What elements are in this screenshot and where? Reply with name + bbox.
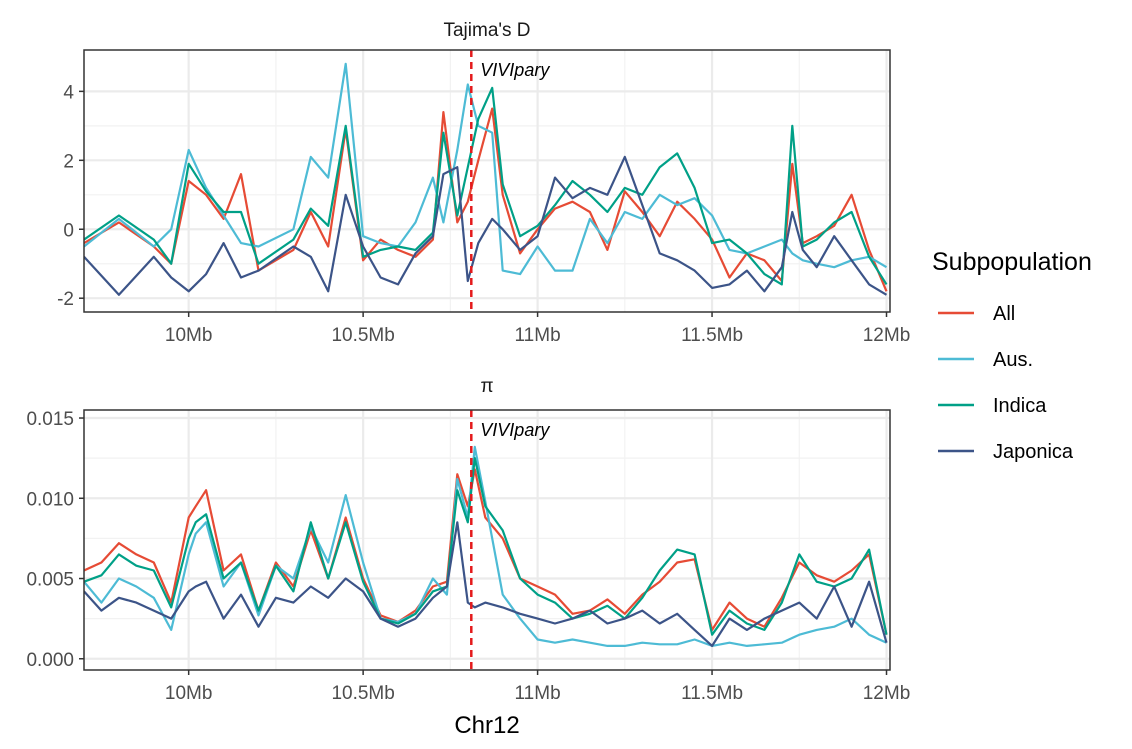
panel-pi: VIVIpary π 0.000 0.005 0.010 0.015 10Mb 10.5Mb 1… xyxy=(26,376,910,704)
x-tick-label: 10Mb xyxy=(165,325,213,346)
legend-item: Aus. xyxy=(938,349,1033,371)
legend-item: Indica xyxy=(938,395,1047,417)
panel-tajimas-d: VIVIpary Tajima's D -2 0 2 4 10Mb 10.5Mb 11Mb 11.… xyxy=(57,20,910,346)
y-tick-label: 0 xyxy=(63,220,74,241)
series-line-indica xyxy=(84,86,888,286)
x-tick-label: 11.5Mb xyxy=(681,683,743,704)
panel-title: Tajima's D xyxy=(443,20,530,41)
x-tick-label: 10.5Mb xyxy=(331,683,394,704)
panel-background xyxy=(84,50,890,312)
x-tick-label: 11Mb xyxy=(515,325,561,346)
legend-label: Aus. xyxy=(993,349,1033,371)
marker-label: VIVIpary xyxy=(480,60,550,80)
legend-label: Indica xyxy=(993,395,1047,417)
y-tick-label: 0.000 xyxy=(26,650,74,671)
y-tick-label: 0.010 xyxy=(26,489,74,510)
y-tick-label: 0.015 xyxy=(26,409,74,430)
legend-label: Japonica xyxy=(993,441,1074,463)
series-line-japonica xyxy=(84,155,888,296)
panel-border xyxy=(83,409,891,671)
y-tick-label: 4 xyxy=(63,82,74,103)
x-tick-label: 12Mb xyxy=(863,325,911,346)
x-tick-label: 11Mb xyxy=(515,683,561,704)
marker-label: VIVIpary xyxy=(480,420,550,440)
series-line-all xyxy=(84,107,888,292)
legend-item: All xyxy=(938,303,1015,325)
legend-item: Japonica xyxy=(938,441,1074,463)
x-axis-title: Chr12 xyxy=(454,712,519,739)
y-tick-label: -2 xyxy=(57,289,74,310)
legend-title: Subpopulation xyxy=(932,248,1092,276)
x-tick-label: 12Mb xyxy=(863,683,911,704)
x-tick-label: 10.5Mb xyxy=(331,325,394,346)
series-line-indica xyxy=(84,457,888,636)
x-tick-label: 10Mb xyxy=(165,683,213,704)
x-tick-label: 11.5Mb xyxy=(681,325,743,346)
y-tick-label: 0.005 xyxy=(26,570,74,591)
legend-label: All xyxy=(993,303,1015,325)
panel-title: π xyxy=(480,376,493,397)
panel-border xyxy=(83,49,891,313)
y-tick-label: 2 xyxy=(63,151,74,172)
series-group xyxy=(84,62,888,296)
panel-background xyxy=(84,410,890,670)
legend: Subpopulation All Aus. Indica Japonica xyxy=(932,248,1092,463)
